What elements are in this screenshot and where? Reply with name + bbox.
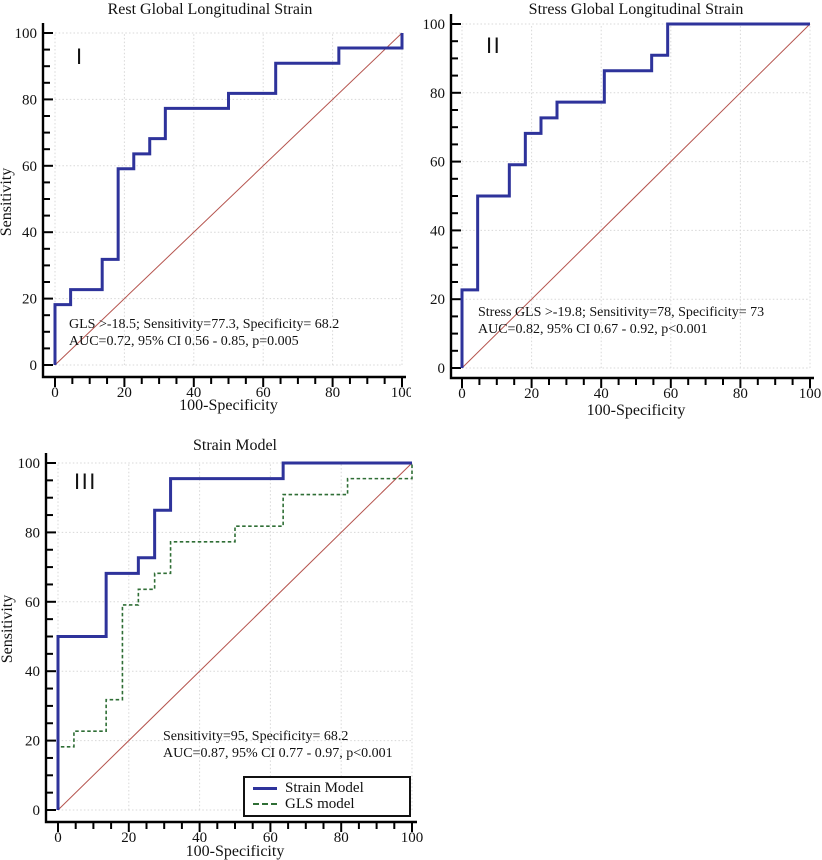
svg-text:100: 100 (15, 26, 38, 42)
svg-text:60: 60 (256, 385, 271, 401)
x-axis-label: 100-Specificity (179, 397, 278, 414)
plot-title: Rest Global Longitudinal Strain (107, 1, 313, 18)
x-axis-label: 100-Specificity (185, 843, 285, 860)
annotation-line-1: Sensitivity=95, Specificity= 68.2 (163, 729, 349, 744)
svg-text:60: 60 (22, 159, 37, 175)
svg-text:40: 40 (430, 223, 445, 239)
gls-model-line-swatch (253, 803, 277, 805)
svg-text:40: 40 (25, 664, 40, 680)
annotation-line-1: GLS >-18.5; Sensitivity=77.3, Specificit… (69, 317, 340, 332)
panel-numeral: II (486, 33, 502, 58)
strain-model-line-swatch (253, 786, 277, 790)
svg-text:20: 20 (524, 386, 539, 402)
svg-text:0: 0 (33, 803, 41, 819)
x-axis-label: 100-Specificity (586, 402, 686, 419)
svg-text:40: 40 (22, 225, 37, 241)
legend-row-gls-model: GLS model (253, 796, 405, 812)
svg-text:60: 60 (430, 155, 445, 171)
svg-text:0: 0 (54, 830, 62, 846)
svg-text:40: 40 (192, 830, 207, 846)
svg-text:100: 100 (391, 385, 411, 401)
roc-panel-rest-gls: Rest Global Longitudinal Strain I Sensit… (0, 0, 411, 430)
roc-panel-strain-model: Strain Model III Sensitivity 0 20 40 60 80 10… (0, 430, 430, 860)
svg-text:80: 80 (334, 830, 349, 846)
roc-chart-stress-gls: 0 20 40 60 80 100 0 20 40 60 80 100 (423, 14, 822, 402)
svg-text:0: 0 (30, 358, 38, 374)
legend-row-strain-model: Strain Model (253, 780, 405, 796)
svg-text:20: 20 (121, 830, 136, 846)
svg-text:80: 80 (325, 385, 340, 401)
svg-text:0: 0 (51, 385, 59, 401)
panel-numeral: I (76, 44, 84, 69)
annotation-line-2: AUC=0.72, 95% CI 0.56 - 0.85, p=0.005 (69, 333, 299, 349)
svg-text:60: 60 (25, 595, 40, 611)
model-annotation: Sensitivity=95, Specificity= 68.2 AUC=0.… (163, 729, 393, 762)
svg-text:0: 0 (458, 386, 466, 402)
svg-text:60: 60 (263, 830, 278, 846)
svg-text:20: 20 (117, 385, 132, 401)
panel-numeral: III (74, 469, 97, 494)
plot-title: Strain Model (193, 437, 277, 454)
cutoff-annotation: GLS >-18.5; Sensitivity=77.3, Specificit… (69, 317, 339, 350)
svg-text:100: 100 (799, 386, 822, 402)
svg-text:80: 80 (733, 386, 748, 402)
svg-text:80: 80 (430, 86, 445, 102)
svg-text:80: 80 (25, 525, 40, 541)
svg-text:40: 40 (186, 385, 201, 401)
svg-text:0: 0 (438, 361, 446, 377)
svg-text:60: 60 (663, 386, 678, 402)
svg-text:20: 20 (25, 734, 40, 750)
svg-text:20: 20 (22, 292, 37, 308)
svg-text:80: 80 (22, 92, 37, 108)
legend-label-strain-model: Strain Model (285, 779, 364, 796)
svg-text:100: 100 (423, 17, 446, 33)
legend-label-gls-model: GLS model (285, 795, 355, 812)
annotation-line-1: Stress GLS >-19.8; Sensitivity=78, Speci… (478, 305, 765, 320)
roc-chart-rest-gls: 0 20 40 60 80 100 0 20 40 60 80 100 (15, 23, 411, 401)
svg-text:40: 40 (594, 386, 609, 402)
annotation-line-2: AUC=0.82, 95% CI 0.67 - 0.92, p<0.001 (478, 321, 708, 337)
legend: Strain Model GLS model (243, 776, 411, 817)
plot-title: Stress Global Longitudinal Strain (528, 1, 744, 18)
roc-panel-stress-gls: Stress Global Longitudinal Strain II 0 20… (402, 0, 822, 430)
cutoff-annotation: Stress GLS >-19.8; Sensitivity=78, Speci… (478, 305, 764, 338)
svg-text:20: 20 (430, 292, 445, 308)
svg-text:100: 100 (18, 456, 41, 472)
annotation-line-2: AUC=0.87, 95% CI 0.77 - 0.97, p<0.001 (163, 745, 393, 761)
roc-chart-strain-model: 0 20 40 60 80 100 0 20 40 60 80 100 (18, 453, 424, 846)
svg-text:100: 100 (401, 830, 424, 846)
